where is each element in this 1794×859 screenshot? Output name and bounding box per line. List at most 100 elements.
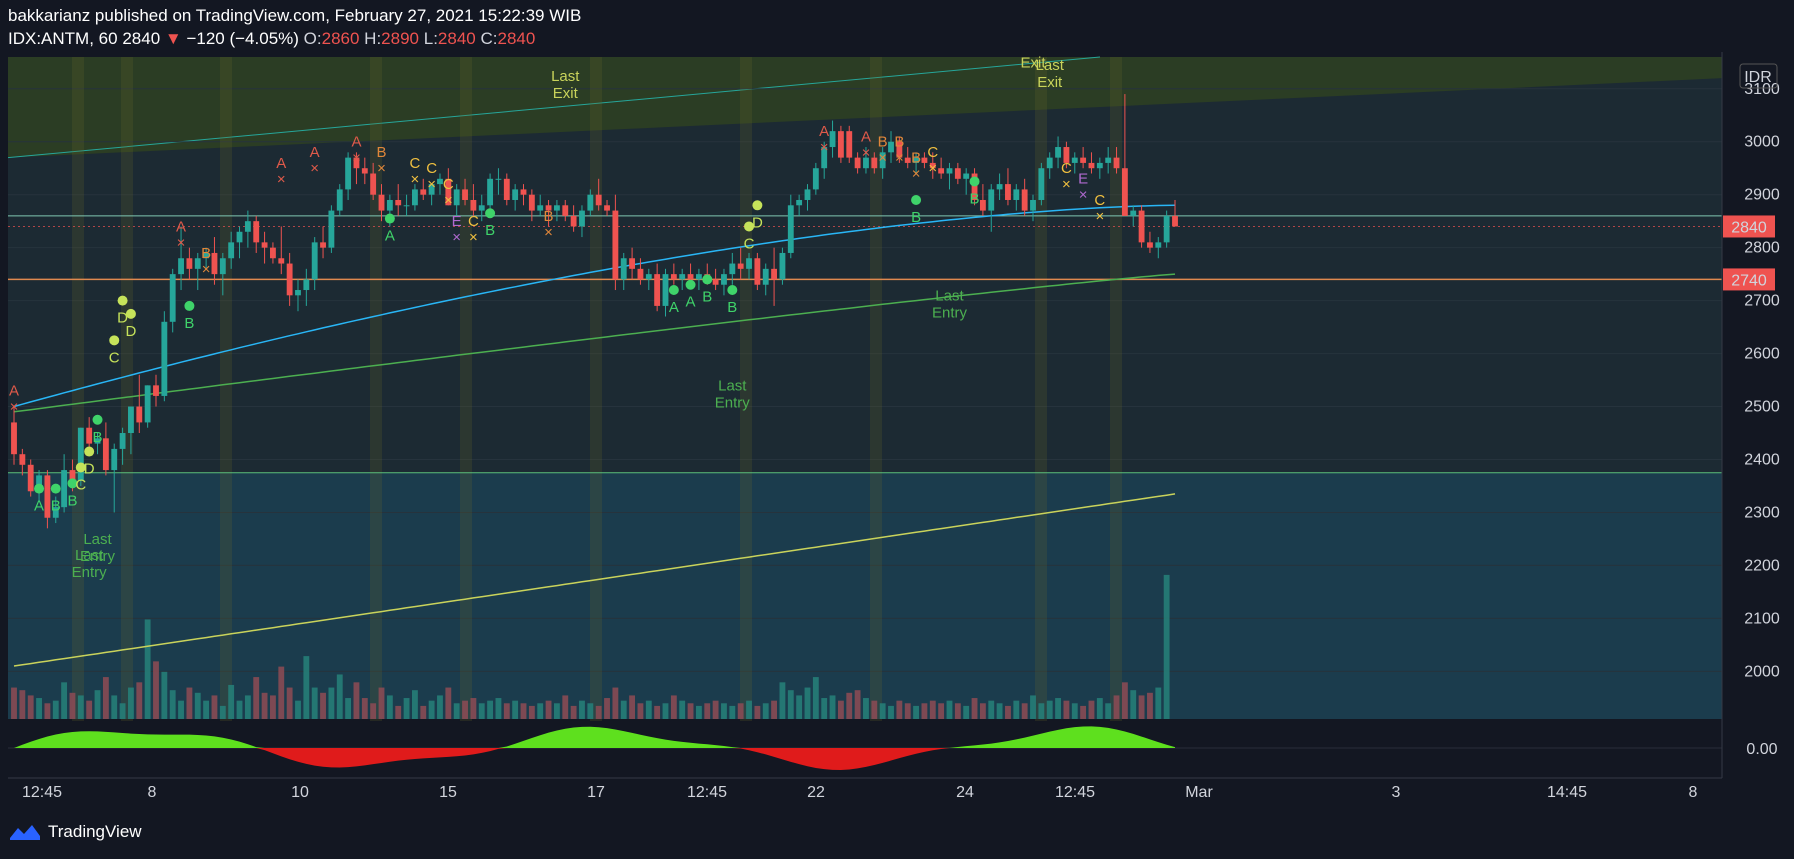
volume-bar — [94, 690, 101, 719]
signal-label: D — [126, 323, 137, 340]
candle-body — [445, 178, 452, 206]
signal-label: B — [911, 209, 921, 226]
volume-bar — [236, 700, 243, 719]
ma-50-line — [13, 204, 1176, 408]
y-tick-label: 2400 — [1744, 451, 1780, 468]
candle-body — [378, 194, 385, 211]
candle-body — [1013, 189, 1020, 200]
y-tick-label: 2800 — [1744, 240, 1780, 257]
grid — [8, 88, 1722, 672]
candle-body — [111, 448, 118, 471]
lower-zone — [8, 472, 1722, 719]
signal-label: C — [443, 176, 454, 193]
volume-bar — [837, 700, 844, 719]
price-axis[interactable]: 3100 3000 2900 2800 2700 2600 2500 2400 2300 2200… — [1721, 52, 1780, 778]
signal-label: A — [669, 299, 679, 316]
signal-label: B — [702, 288, 712, 305]
signal-cross: × — [277, 171, 286, 188]
volume-bar — [721, 703, 727, 719]
candle-body — [36, 475, 42, 492]
y-tick-label: 2900 — [1744, 187, 1780, 204]
candle-body — [821, 147, 828, 169]
x-tick-label: Mar — [1185, 784, 1213, 801]
volume-bar — [1121, 682, 1128, 719]
candle-body — [94, 438, 101, 444]
candle-body — [1088, 162, 1095, 169]
signal-label: D — [117, 310, 128, 327]
candle-body — [1113, 157, 1120, 169]
volume-bar — [954, 703, 961, 719]
y-tick-label: 2600 — [1744, 346, 1780, 363]
candle-body — [203, 252, 210, 259]
volume-bar — [144, 619, 151, 719]
volume-bar — [1071, 703, 1078, 719]
signal-label: A — [34, 498, 44, 515]
signal-label: B — [970, 190, 980, 207]
volume-bar — [77, 695, 84, 719]
candle-body — [194, 258, 201, 269]
candle-body — [537, 205, 544, 211]
volume-bar — [996, 703, 1003, 719]
candle-body — [946, 168, 953, 174]
volume-bar — [963, 705, 970, 719]
candle-body — [562, 205, 569, 216]
candle-body — [695, 274, 702, 280]
volume-bar — [562, 695, 569, 719]
signal-label: B — [727, 299, 737, 316]
candle-body — [520, 189, 527, 195]
volume-bar — [52, 700, 59, 719]
signal-label: A — [351, 134, 361, 151]
candle-body — [228, 242, 235, 259]
signal-dot — [125, 308, 136, 319]
y-tick-label: 2300 — [1744, 504, 1780, 521]
candle-body — [261, 242, 268, 248]
volume-bar — [1013, 700, 1020, 719]
volume-bar — [169, 690, 176, 719]
candle-body — [988, 189, 995, 211]
y-tick-label: 2500 — [1744, 399, 1780, 416]
signal-label: A — [176, 218, 186, 235]
signals: ×A×A×B×A ×A ×A×B×C×C×C×E×C×B×A×A×B×B×B×C×C… — [9, 55, 1105, 582]
volume-bar — [913, 705, 919, 719]
signal-cross: × — [377, 160, 386, 177]
last-exit-label: Exit — [553, 85, 579, 102]
session-stripe — [72, 57, 84, 771]
candle-body — [729, 263, 736, 275]
volume-bar — [829, 695, 836, 719]
oscillator-positive — [8, 726, 1175, 748]
volume-bar — [1113, 695, 1120, 719]
volume-bar — [712, 700, 719, 719]
brand-footer[interactable]: TradingView — [8, 822, 142, 842]
signal-dot — [34, 483, 45, 494]
price-tag-label: 2740 — [1731, 272, 1767, 289]
signal-label: B — [878, 134, 888, 151]
volume-bar — [695, 705, 702, 719]
volume-bar — [1021, 703, 1028, 719]
signal-label: A — [686, 294, 696, 311]
candle-body — [386, 199, 393, 211]
volume-bar — [36, 698, 42, 719]
signal-cross: × — [544, 224, 553, 241]
signal-label: B — [201, 245, 211, 262]
candle-body — [1172, 215, 1178, 227]
volume-bar — [662, 703, 669, 719]
time-axis[interactable]: 12:45 8 10 15 17 12:45 22 24 12:45 Mar 3 14:45 8 — [8, 777, 1722, 801]
signal-label: C — [744, 235, 755, 252]
volume-bar — [328, 687, 335, 719]
signal-label: C — [468, 213, 479, 230]
x-tick-label: 8 — [148, 784, 157, 801]
signal-label: A — [276, 155, 286, 172]
price-tag — [1723, 215, 1775, 238]
candle-body — [1055, 147, 1061, 158]
candle-body — [812, 168, 819, 190]
volume-bar — [871, 700, 878, 719]
y-tick-label: 3000 — [1744, 134, 1780, 151]
candle-body — [270, 247, 276, 259]
signal-cross: × — [411, 171, 420, 188]
candle-body — [629, 258, 636, 269]
session-stripe — [460, 57, 472, 771]
volume-bar — [729, 705, 736, 719]
candle-body — [1147, 242, 1153, 248]
last-entry-label: Last — [718, 378, 747, 395]
